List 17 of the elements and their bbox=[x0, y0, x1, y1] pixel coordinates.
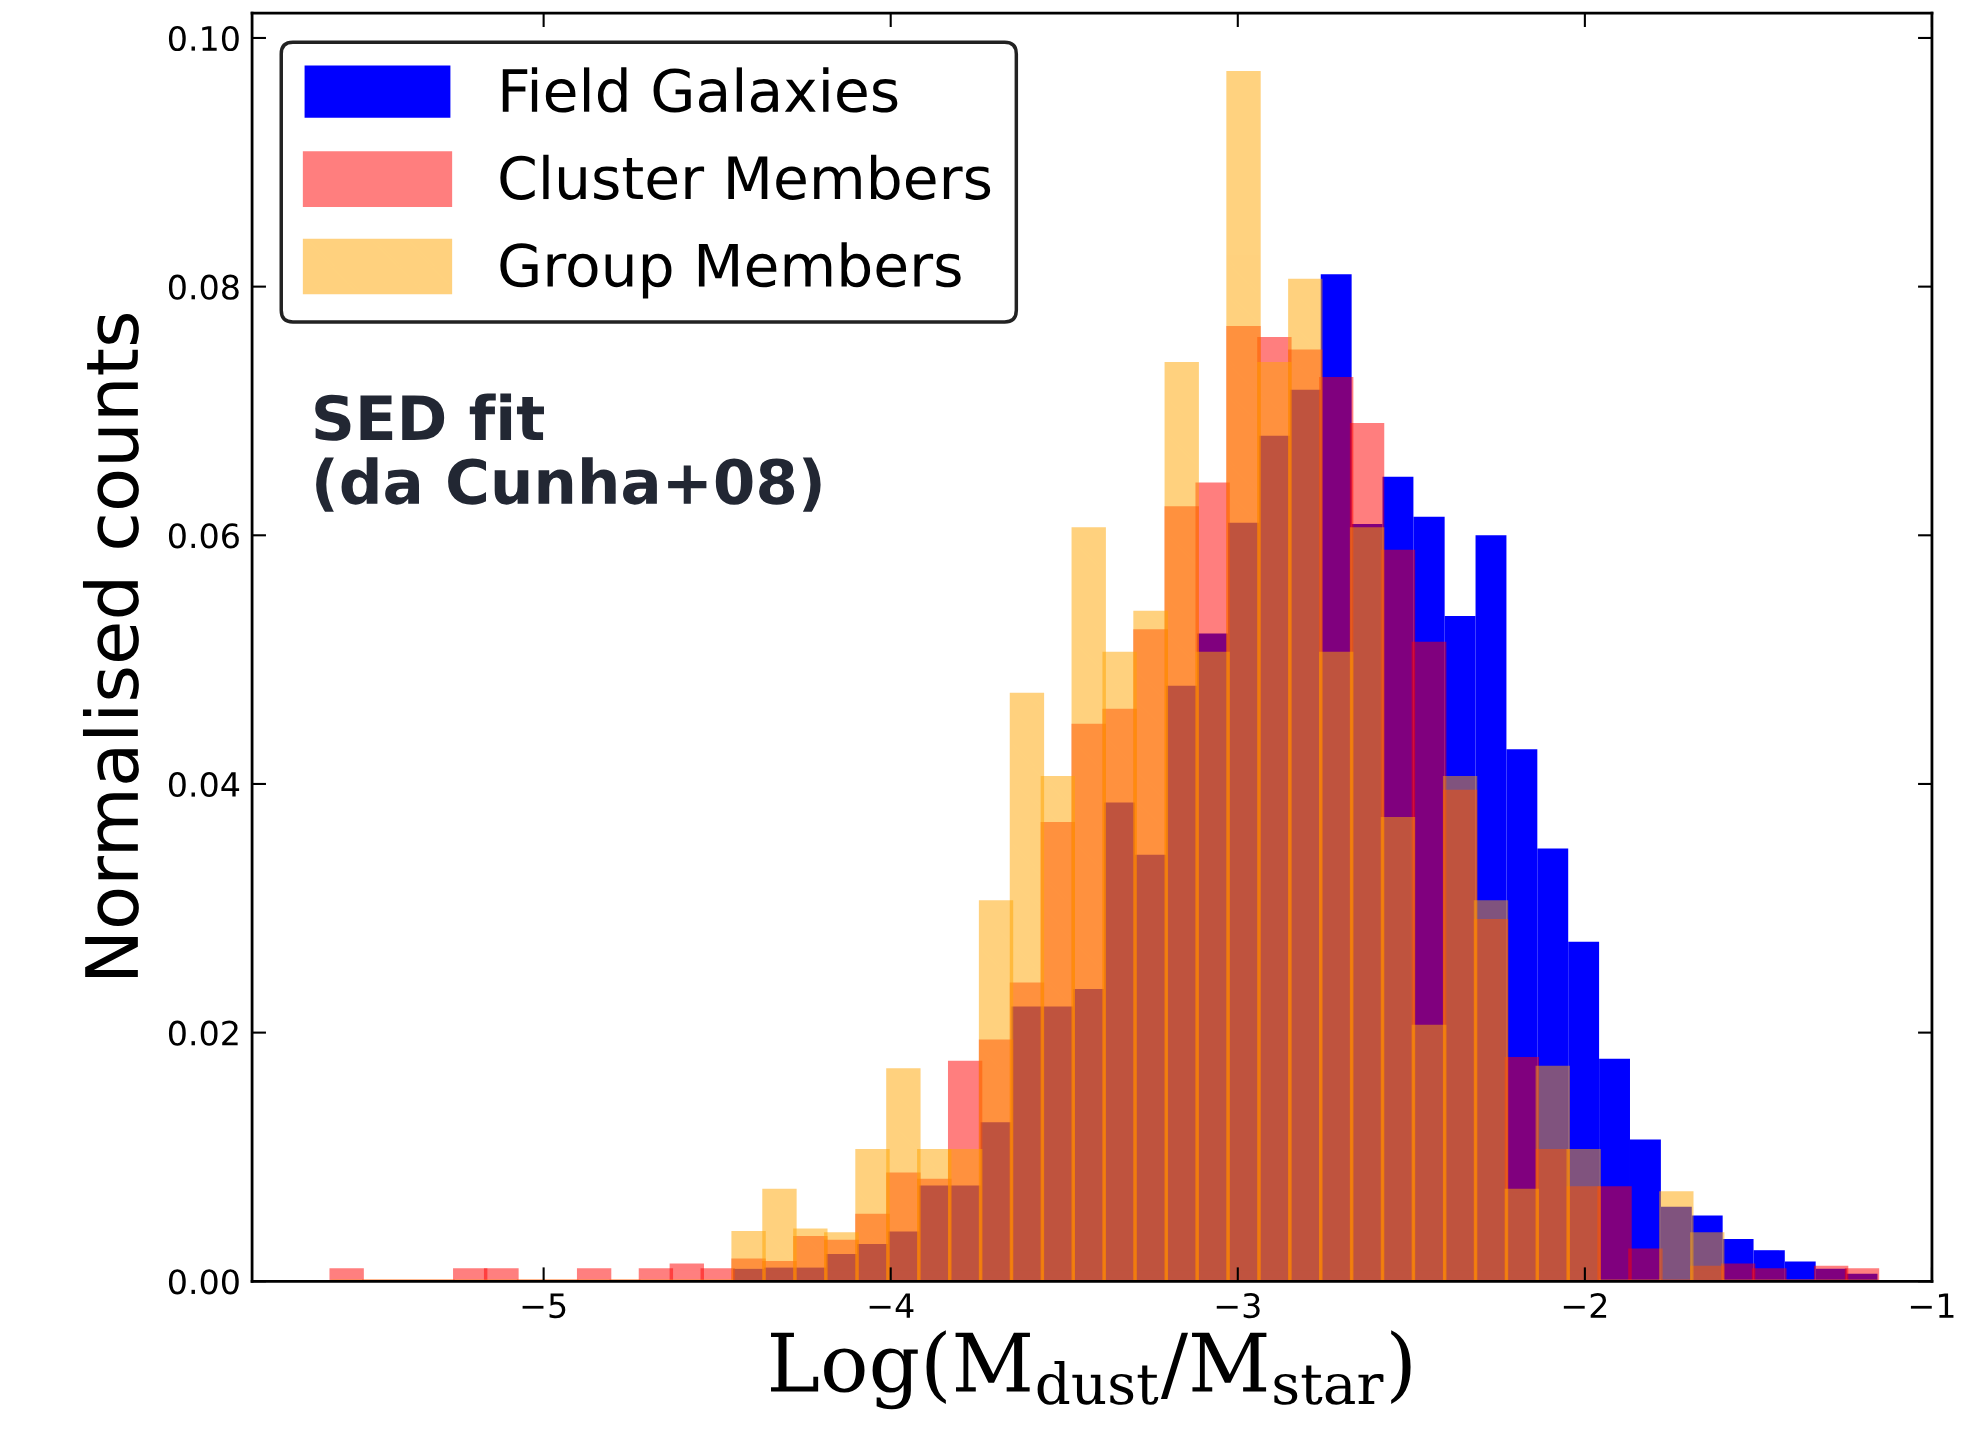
y-axis-title: Normalised counts bbox=[82, 313, 139, 977]
legend-label: Group Members bbox=[500, 242, 961, 299]
legend-label: Cluster Members bbox=[500, 154, 991, 200]
y-tick-label: 0.02 bbox=[168, 1020, 238, 1046]
y-tick-label: 0.06 bbox=[168, 523, 239, 549]
x-tick-label: −3 bbox=[1216, 1292, 1260, 1319]
legend-label: Field Galaxies bbox=[502, 67, 898, 113]
x-tick-label: −1 bbox=[1910, 1293, 1954, 1318]
x-tick-label: −2 bbox=[1563, 1292, 1607, 1318]
y-tick-label: 0.08 bbox=[168, 274, 239, 300]
x-tick-label: −5 bbox=[522, 1293, 566, 1319]
x-tick-label: −4 bbox=[869, 1293, 914, 1318]
y-tick-label: 0.00 bbox=[168, 1269, 239, 1295]
annotation: SED fit (da Cunha+08) bbox=[315, 393, 821, 512]
y-tick-label: 0.10 bbox=[168, 25, 239, 52]
x-axis-title: Log(M$_{dust}$/M$_{star}$) bbox=[771, 1330, 1411, 1410]
y-tick-label: 0.04 bbox=[168, 771, 240, 798]
